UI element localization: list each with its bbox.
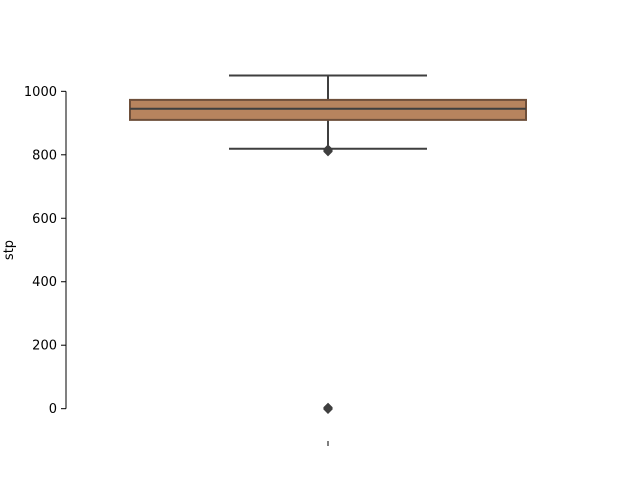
y-tick-label: 400 (32, 275, 57, 290)
y-axis-label: stp (2, 240, 17, 260)
box-iqr (129, 98, 527, 121)
y-tick-label: 0 (49, 402, 57, 417)
y-tick-label: 800 (32, 148, 57, 163)
box-group (129, 74, 527, 415)
y-axis: 0 200 400 600 800 1000 (24, 85, 67, 417)
y-tick-label: 600 (32, 212, 57, 227)
outlier-point (323, 404, 333, 415)
y-axis-ticks: 0 200 400 600 800 1000 (24, 85, 66, 417)
y-tick-label: 1000 (24, 85, 57, 100)
outlier-point (323, 146, 333, 157)
y-tick-label: 200 (32, 339, 57, 354)
